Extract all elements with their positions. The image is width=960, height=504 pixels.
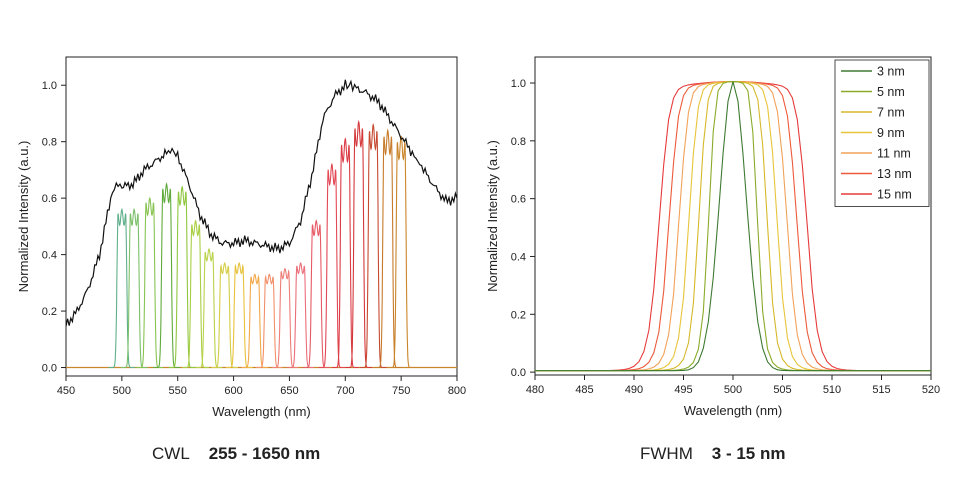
fwhm-legend-label: 15 nm bbox=[877, 188, 912, 202]
cwl-filter-curve-6 bbox=[182, 219, 209, 369]
cwl-y-tick-label: 0.2 bbox=[42, 306, 57, 318]
cwl-filter-curve-7 bbox=[195, 248, 223, 369]
cwl-x-tick-label: 450 bbox=[57, 385, 75, 397]
fwhm-legend-label: 7 nm bbox=[877, 106, 905, 120]
cwl-x-tick-label: 750 bbox=[392, 385, 410, 397]
fwhm-value: 3 - 15 nm bbox=[711, 444, 786, 463]
cwl-caption: CWL 255 - 1650 nm bbox=[152, 444, 320, 464]
cwl-filter-curve-2 bbox=[120, 207, 148, 369]
fwhm-y-axis-label: Normalized Intensity (a.u.) bbox=[485, 140, 500, 292]
cwl-filter-curve-16 bbox=[331, 137, 359, 369]
cwl-filter-curve-18 bbox=[359, 123, 387, 369]
fwhm-legend-label: 11 nm bbox=[877, 147, 911, 161]
cwl-filter-curve-17 bbox=[345, 119, 373, 369]
cwl-x-tick-label: 500 bbox=[113, 385, 131, 397]
fwhm-legend-box bbox=[834, 59, 930, 207]
cwl-y-tick-label: 0.6 bbox=[42, 193, 57, 205]
cwl-x-tick-label: 600 bbox=[224, 385, 242, 397]
fwhm-y-tick-label: 0.0 bbox=[511, 367, 526, 379]
fwhm-caption: FWHM 3 - 15 nm bbox=[640, 444, 785, 464]
cwl-filter-curve-13 bbox=[287, 262, 314, 369]
fwhm-curve-3-nm bbox=[535, 81, 931, 372]
fwhm-x-tick-label: 500 bbox=[724, 384, 742, 396]
fwhm-legend-label: 3 nm bbox=[877, 65, 905, 79]
cwl-filter-curve-19 bbox=[374, 128, 402, 369]
fwhm-x-tick-label: 490 bbox=[625, 384, 643, 396]
fwhm-x-tick-label: 510 bbox=[823, 384, 841, 396]
fwhm-x-tick-label: 495 bbox=[674, 384, 692, 396]
fwhm-y-tick-label: 0.2 bbox=[511, 309, 526, 321]
cwl-filter-curve-11 bbox=[255, 273, 283, 369]
fwhm-y-tick-label: 0.4 bbox=[511, 251, 526, 263]
fwhm-x-tick-label: 515 bbox=[872, 384, 890, 396]
cwl-filter-curve-9 bbox=[225, 262, 253, 369]
cwl-y-tick-label: 0.8 bbox=[42, 137, 57, 149]
fwhm-axes: 480 485 490 495 500 505 510 515 520 0.0 0.2 0.4 0.6 0… bbox=[485, 56, 940, 418]
cwl-filter-curve-4 bbox=[153, 182, 180, 369]
cwl-plot-frame bbox=[65, 56, 458, 377]
fwhm-label: FWHM bbox=[640, 444, 693, 463]
cwl-y-tick-label: 1.0 bbox=[42, 80, 57, 92]
cwl-x-tick-label: 700 bbox=[336, 385, 354, 397]
fwhm-x-tick-label: 480 bbox=[526, 384, 544, 396]
fwhm-y-tick-label: 0.6 bbox=[511, 194, 526, 206]
cwl-label: CWL bbox=[152, 444, 190, 463]
fwhm-legend-label: 13 nm bbox=[877, 167, 912, 181]
fwhm-x-tick-label: 505 bbox=[773, 384, 791, 396]
fwhm-legend: 3 nm 5 nm 7 nm 9 nm 11 nm 13 nm 15 nm bbox=[834, 59, 930, 207]
cwl-x-tick-label: 550 bbox=[169, 385, 187, 397]
cwl-filter-series bbox=[66, 119, 457, 369]
cwl-axes: 450 500 550 600 650 700 750 800 0.0 0.2 0.4 0.6 0.8 1… bbox=[16, 56, 466, 419]
fwhm-x-axis-label: Wavelength (nm) bbox=[684, 403, 783, 418]
cwl-filter-curve-8 bbox=[211, 262, 238, 369]
cwl-filter-curve-10 bbox=[241, 273, 269, 369]
cwl-x-axis-label: Wavelength (nm) bbox=[212, 404, 311, 419]
cwl-source-envelope-line bbox=[66, 79, 457, 327]
cwl-value: 255 - 1650 nm bbox=[208, 444, 321, 463]
cwl-filter-curve-14 bbox=[302, 219, 330, 369]
fwhm-y-tick-label: 0.8 bbox=[511, 136, 526, 148]
fwhm-series bbox=[535, 81, 931, 372]
fwhm-legend-label: 9 nm bbox=[877, 126, 905, 140]
fwhm-y-tick-label: 1.0 bbox=[511, 78, 526, 90]
fwhm-x-tick-label: 520 bbox=[922, 384, 940, 396]
cwl-y-tick-label: 0.0 bbox=[42, 363, 57, 375]
cwl-filter-curve-1 bbox=[108, 207, 136, 369]
cwl-y-tick-label: 0.4 bbox=[42, 250, 57, 262]
cwl-x-tick-label: 650 bbox=[280, 385, 298, 397]
cwl-filter-curve-20 bbox=[387, 135, 415, 369]
fwhm-legend-label: 5 nm bbox=[877, 85, 905, 99]
cwl-x-tick-label: 800 bbox=[448, 385, 466, 397]
cwl-y-axis-label: Normalized Intensity (a.u.) bbox=[16, 141, 31, 293]
cwl-filter-curve-5 bbox=[168, 185, 196, 369]
fwhm-x-tick-label: 485 bbox=[575, 384, 593, 396]
cwl-filter-curve-12 bbox=[271, 267, 299, 369]
cwl-filter-curve-15 bbox=[318, 162, 346, 369]
